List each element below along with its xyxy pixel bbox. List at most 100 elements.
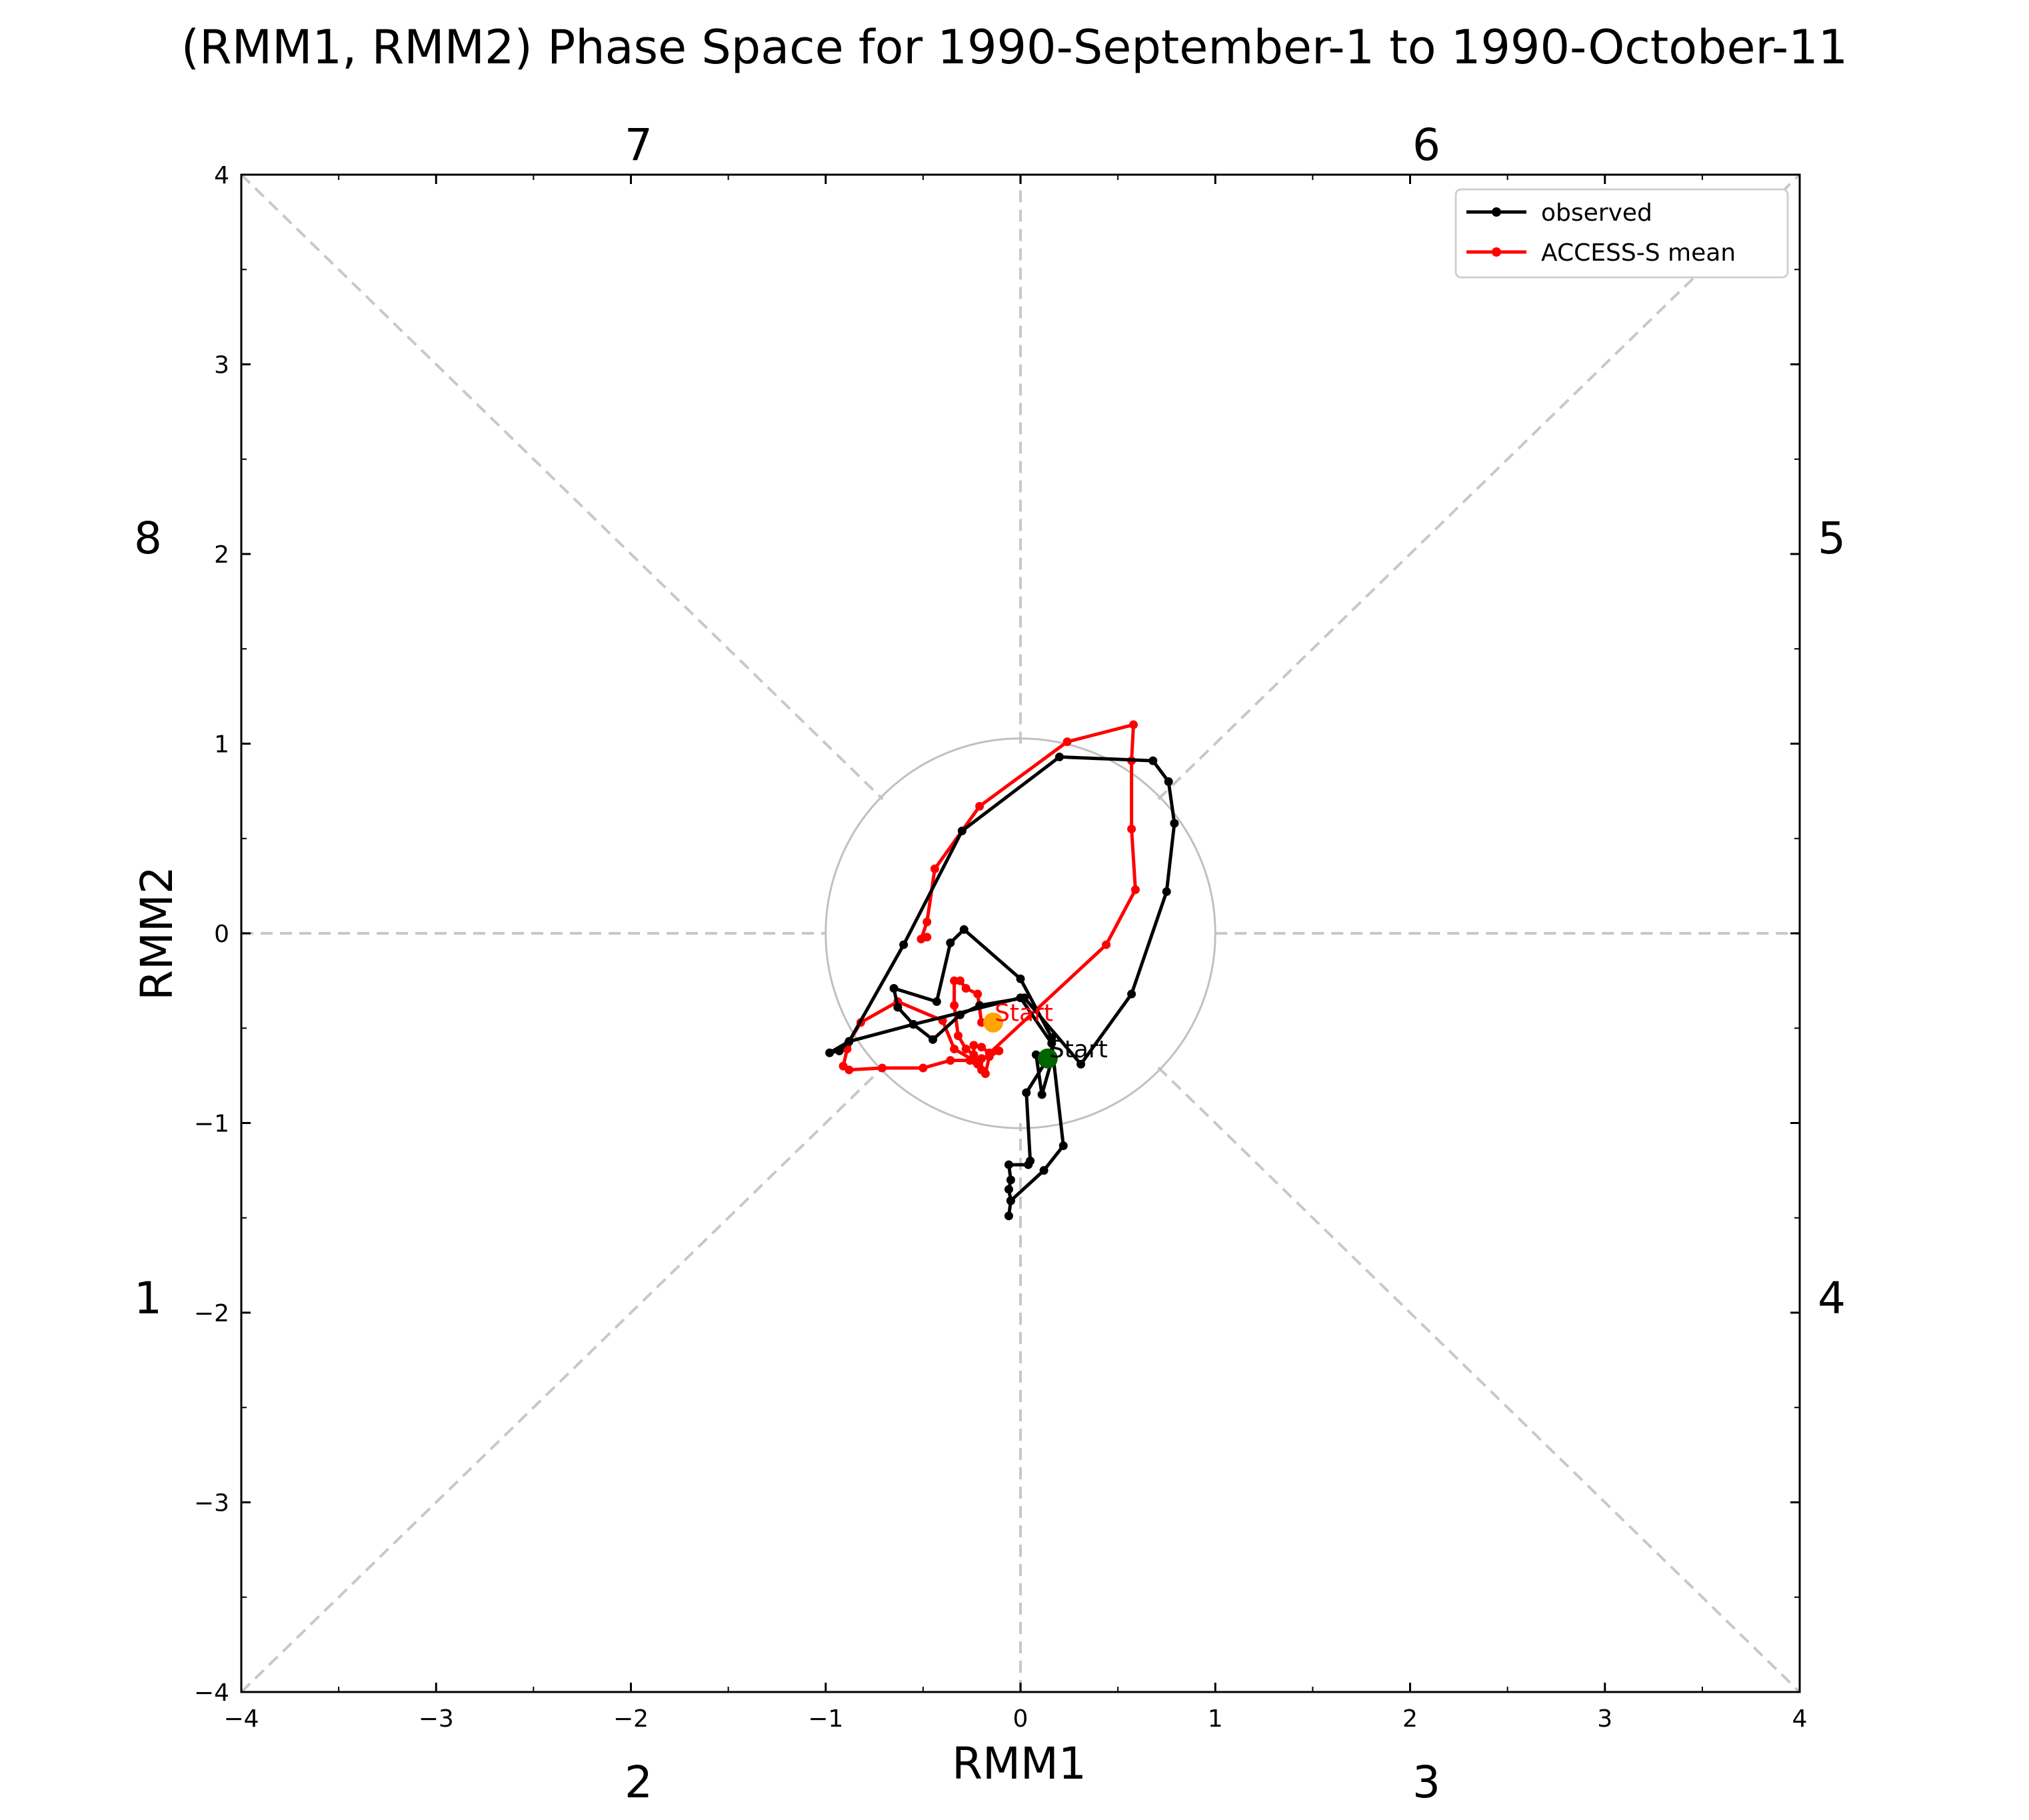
y-tick-label: 1 xyxy=(214,731,229,759)
y-tick-label: 4 xyxy=(214,162,229,189)
phase-guides xyxy=(240,173,1801,1693)
data-point xyxy=(969,1041,979,1050)
data-point xyxy=(957,826,967,835)
phase-labels: 7 6 8 5 1 4 2 3 xyxy=(134,119,1846,1808)
data-point xyxy=(950,1045,959,1054)
phase-label-4: 4 xyxy=(1818,1273,1846,1324)
data-point xyxy=(1004,1211,1013,1221)
data-point xyxy=(1006,1175,1015,1185)
x-tick-label: −2 xyxy=(613,1705,649,1733)
data-point xyxy=(959,925,969,934)
data-point xyxy=(1170,819,1179,828)
legend-access-marker xyxy=(1492,247,1501,257)
phase-guide-line-7 xyxy=(1157,1066,1801,1693)
data-point xyxy=(1022,1088,1031,1097)
series-layer: Start Start xyxy=(825,720,1179,1221)
data-point xyxy=(946,1056,955,1065)
y-tick-label: −2 xyxy=(194,1300,229,1327)
data-point xyxy=(1016,993,1025,1003)
x-tick-label: 3 xyxy=(1597,1705,1612,1733)
data-point xyxy=(835,1046,844,1055)
data-point xyxy=(919,1063,928,1073)
phase-guide-line-6 xyxy=(240,173,884,801)
data-point xyxy=(1130,885,1140,895)
data-point xyxy=(1127,825,1136,834)
phase-guide-line-4 xyxy=(240,1066,884,1693)
phase-label-8: 8 xyxy=(134,513,162,564)
data-point xyxy=(932,997,941,1006)
x-tick-label: 1 xyxy=(1208,1705,1223,1733)
data-point xyxy=(1076,1059,1086,1069)
data-point xyxy=(1054,752,1064,761)
y-tick-label: −1 xyxy=(194,1111,229,1138)
data-point xyxy=(1102,940,1111,949)
data-point xyxy=(1127,989,1136,999)
data-point xyxy=(1026,1156,1035,1165)
data-point xyxy=(839,1061,848,1071)
phase-guide-line-5 xyxy=(1157,173,1801,801)
data-point xyxy=(985,1052,994,1061)
x-tick-label: 0 xyxy=(1013,1705,1028,1733)
data-point xyxy=(893,1003,903,1012)
data-point xyxy=(923,917,932,927)
x-axis-label: RMM1 xyxy=(952,1738,1086,1789)
unit-circle xyxy=(825,737,1216,1129)
y-tick-label: 0 xyxy=(214,921,229,948)
y-tick-label: −4 xyxy=(194,1679,229,1707)
data-point xyxy=(1016,974,1025,983)
data-point xyxy=(899,940,909,949)
x-tick-label: 4 xyxy=(1792,1705,1808,1733)
data-point xyxy=(1058,1141,1068,1151)
data-point xyxy=(923,933,932,942)
data-point xyxy=(946,938,955,947)
data-point xyxy=(1037,1090,1046,1099)
x-tick-label: 2 xyxy=(1402,1705,1418,1733)
chart-title: (RMM1, RMM2) Phase Space for 1990-Septem… xyxy=(181,20,1848,75)
data-point xyxy=(955,1010,965,1019)
phase-label-2: 2 xyxy=(625,1757,653,1808)
data-point xyxy=(928,1035,937,1044)
data-point xyxy=(953,1031,963,1041)
phase-label-5: 5 xyxy=(1818,513,1846,564)
legend-access-label: ACCESS-S mean xyxy=(1541,239,1736,267)
data-point xyxy=(909,1020,918,1029)
series-observed xyxy=(825,752,1179,1221)
y-tick-label: 2 xyxy=(214,541,229,569)
data-point xyxy=(1047,1039,1056,1048)
start-label-observed: Start xyxy=(1049,1036,1108,1063)
data-point xyxy=(825,1048,835,1057)
x-tick-label: −1 xyxy=(808,1705,843,1733)
legend-box xyxy=(1454,188,1789,279)
axis-ticks: −4 −3 −2 −1 0 1 2 3 4 −4 −3 −2 −1 0 1 2 3 4 xyxy=(194,162,1808,1733)
phase-label-1: 1 xyxy=(134,1273,162,1324)
legend: observed ACCESS-S mean xyxy=(1454,188,1789,279)
plot-area: Start Start −4 −3 −2 −1 0 1 2 3 4 −4 −3 −2 −1 0 1 2 3 4 xyxy=(194,162,1808,1733)
data-point xyxy=(961,1045,971,1054)
data-point xyxy=(930,864,939,873)
y-axis-label: RMM2 xyxy=(131,866,183,1001)
data-point xyxy=(973,989,983,999)
start-marker-access xyxy=(983,1012,1004,1033)
data-point xyxy=(975,1001,985,1010)
data-point xyxy=(950,1001,959,1010)
data-point xyxy=(845,1037,854,1046)
legend-observed-label: observed xyxy=(1541,199,1652,227)
data-point xyxy=(1129,720,1138,729)
data-point xyxy=(878,1063,887,1073)
x-tick-label: −4 xyxy=(223,1705,259,1733)
data-point xyxy=(1006,1196,1015,1205)
data-point xyxy=(1039,1166,1048,1175)
data-point xyxy=(1164,777,1173,786)
x-tick-label: −3 xyxy=(419,1705,454,1733)
start-marker-observed xyxy=(1037,1048,1058,1069)
phase-label-6: 6 xyxy=(1412,119,1440,171)
data-point xyxy=(977,1043,987,1052)
data-point xyxy=(1148,756,1158,765)
start-label-access: Start xyxy=(995,1000,1053,1027)
phase-label-3: 3 xyxy=(1412,1757,1440,1808)
data-point xyxy=(889,984,899,993)
data-point xyxy=(973,1059,983,1069)
y-tick-label: 3 xyxy=(214,352,229,379)
